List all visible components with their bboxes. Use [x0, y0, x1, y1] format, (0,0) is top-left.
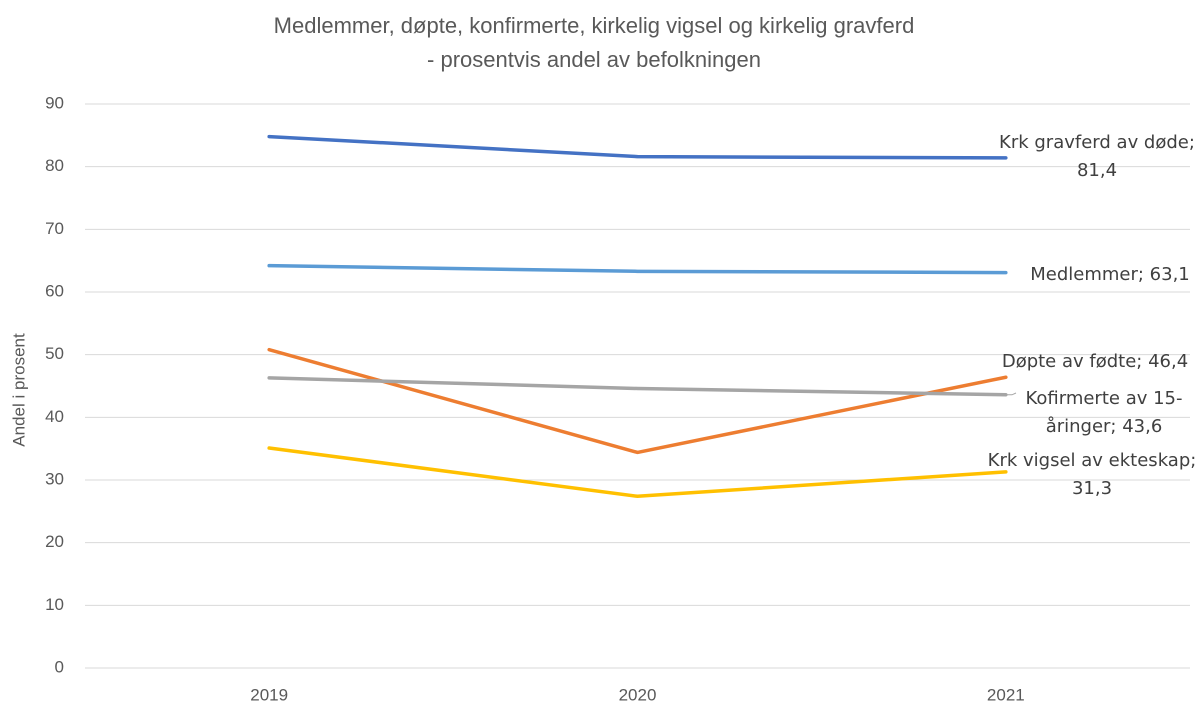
chart-title: - prosentvis andel av befolkningen: [427, 47, 761, 72]
series-line: [267, 446, 1008, 499]
chart-title: Medlemmer, døpte, konfirmerte, kirkelig …: [274, 13, 915, 38]
y-tick-label: 0: [55, 657, 64, 676]
series-line: [267, 263, 1008, 275]
y-tick-label: 90: [45, 93, 64, 112]
y-tick-label: 60: [45, 281, 64, 300]
data-label: Døpte av fødte; 46,4: [1001, 351, 1189, 372]
series-line: [267, 376, 1008, 397]
x-tick-label: 2021: [987, 685, 1025, 704]
x-tick-label: 2019: [250, 685, 288, 704]
y-tick-label: 10: [45, 595, 64, 614]
leader-line: [1005, 392, 1017, 396]
y-tick-label: 40: [45, 407, 64, 426]
data-label: Kofirmerte av 15-åringer; 43,6: [1025, 388, 1183, 437]
x-tick-label: 2020: [619, 685, 657, 704]
data-label: Krk gravferd av døde; 81,4: [999, 132, 1195, 181]
data-label: Medlemmer; 63,1: [1030, 264, 1190, 285]
y-tick-label: 50: [45, 344, 64, 363]
series-line: [267, 134, 1008, 160]
y-tick-label: 20: [45, 532, 64, 551]
data-label: Krk vigsel av ekteskap; 31,3: [987, 450, 1197, 499]
y-axis-label: Andel i prosent: [9, 333, 28, 447]
y-tick-label: 70: [45, 219, 64, 238]
y-tick-label: 30: [45, 469, 64, 488]
y-tick-label: 80: [45, 156, 64, 175]
series-line: [267, 347, 1008, 455]
